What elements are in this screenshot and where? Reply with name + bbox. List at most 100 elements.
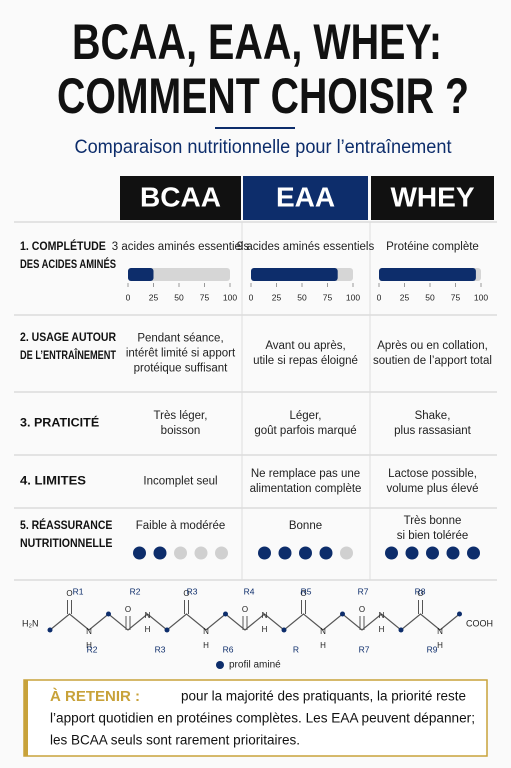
tick-label: 75 [451, 292, 461, 302]
tick-label: 75 [323, 292, 333, 302]
cell-text: Protéine complète [386, 241, 479, 253]
cell-text: Très léger, [154, 410, 208, 422]
atom-o: O [183, 589, 189, 598]
r-label: R4 [244, 586, 255, 596]
r-label: R3 [155, 644, 166, 654]
tick-label: 100 [223, 292, 237, 302]
alpha-carbon [223, 611, 228, 617]
column-title: BCAA [140, 181, 221, 212]
bar [379, 268, 476, 281]
backbone [49, 613, 460, 631]
tick-label: 100 [346, 292, 360, 302]
retenir-label: À RETENIR : [50, 688, 140, 705]
tick-label: 50 [425, 292, 435, 302]
tick-label: 100 [474, 292, 488, 302]
cell-text: Lactose possible, [388, 468, 477, 480]
tick-label: 0 [377, 292, 382, 302]
atom-n: N [437, 627, 443, 636]
tick-label: 75 [200, 292, 210, 302]
cell-text: 3 acides aminés essentiels [112, 241, 250, 253]
column-header [120, 176, 241, 220]
column-title: WHEY [391, 181, 475, 212]
atom-n: N [262, 611, 268, 620]
row-label: NUTRITIONNELLE [20, 536, 112, 550]
title-line: COMMENT CHOISIR ? [57, 68, 469, 124]
atom-o: O [359, 605, 365, 614]
tick-label: 50 [174, 292, 184, 302]
score-dot [385, 546, 398, 560]
atom-h: H [320, 641, 326, 650]
bar [128, 268, 154, 281]
cell-text: Faible à modérée [136, 520, 226, 532]
cell-text: protéique suffisant [134, 363, 229, 375]
bar [251, 268, 338, 281]
column-title: EAA [276, 181, 335, 212]
r-label: R1 [73, 586, 84, 596]
alpha-carbon [457, 611, 462, 617]
score-dot [153, 546, 167, 560]
r-label: R6 [223, 644, 234, 654]
atom-h: H [262, 625, 268, 634]
alpha-carbon [281, 627, 287, 633]
atom-n: N [320, 627, 326, 636]
cell-text: Incomplet seul [143, 476, 217, 488]
score-dot [405, 546, 419, 560]
score-dot [278, 546, 292, 560]
score-dot [446, 546, 460, 560]
atom-o: O [300, 589, 306, 598]
atom-h: H [379, 625, 385, 634]
atom-n: N [379, 611, 385, 620]
tick-label: 25 [272, 292, 282, 302]
tick-label: 0 [126, 292, 131, 302]
r-label: R [293, 644, 299, 654]
atom-o: O [242, 605, 248, 614]
atom-n: N [145, 611, 151, 620]
molecule-end: COOH [466, 618, 493, 628]
atom-o: O [66, 589, 72, 598]
row-label: DE L’ENTRAÎNEMENT [20, 347, 117, 362]
score-dot [467, 546, 480, 560]
empty-dot [215, 546, 228, 560]
column-header [371, 176, 494, 220]
cell-text: Pendant séance, [137, 333, 223, 345]
cell-text: utile si repas éloigné [253, 355, 358, 367]
column-header [243, 176, 368, 220]
cell-text: Léger, [290, 410, 322, 422]
alpha-carbon [106, 611, 111, 617]
r-label: R3 [187, 586, 198, 596]
cell-text: intérêt limité si apport [126, 348, 236, 360]
cell-text: soutien de l’apport total [373, 355, 492, 367]
alpha-carbon [398, 627, 404, 633]
row-label: 4. LIMITES [20, 474, 86, 488]
atom-h: H [86, 641, 92, 650]
r-label: R7 [359, 644, 370, 654]
retenir-box [23, 679, 488, 757]
empty-dot [340, 546, 353, 560]
score-dot [299, 546, 312, 560]
cell-text: Après ou en collation, [377, 340, 488, 352]
tick-label: 0 [249, 292, 254, 302]
atom-o: O [417, 589, 423, 598]
r-label: R8 [415, 586, 426, 596]
r-label: R2 [87, 644, 98, 654]
cell-text: plus rassasiant [394, 425, 472, 437]
alpha-carbon [47, 627, 53, 633]
cell-text: Avant ou après, [265, 340, 345, 352]
r-label: R2 [130, 586, 141, 596]
subtitle: Comparaison nutritionnelle pour l’entraî… [75, 137, 453, 158]
atom-h: H [437, 641, 443, 650]
row-label: 1. COMPLÉTUDE [20, 238, 106, 253]
atom-o: O [125, 605, 131, 614]
alpha-carbon [164, 627, 170, 633]
score-dot [258, 546, 271, 560]
row-label: DES ACIDES AMINÉS [20, 256, 116, 271]
r-label: R7 [358, 586, 369, 596]
cell-text: goût parfois marqué [254, 425, 356, 437]
score-dot [133, 546, 146, 560]
r-label: R9 [427, 644, 438, 654]
cell-text: si bien tolérée [397, 530, 469, 542]
r-label: R5 [301, 586, 312, 596]
title-line: BCAA, EAA, WHEY: [72, 14, 442, 70]
